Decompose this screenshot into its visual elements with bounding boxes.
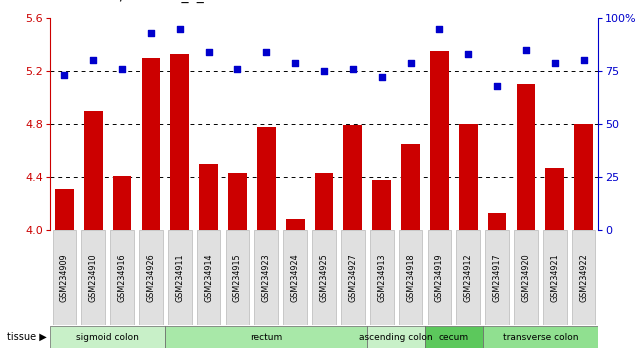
Text: GSM234921: GSM234921 bbox=[550, 253, 559, 302]
Text: GSM234920: GSM234920 bbox=[521, 253, 530, 302]
FancyBboxPatch shape bbox=[399, 230, 422, 325]
FancyBboxPatch shape bbox=[367, 326, 425, 348]
FancyBboxPatch shape bbox=[514, 230, 538, 325]
Point bbox=[203, 49, 213, 55]
Text: GSM234926: GSM234926 bbox=[146, 253, 156, 302]
Bar bbox=[488, 213, 506, 230]
Text: GSM234923: GSM234923 bbox=[262, 253, 271, 302]
Point bbox=[376, 75, 387, 80]
Point bbox=[319, 68, 329, 74]
Bar bbox=[315, 173, 333, 230]
Point bbox=[88, 58, 98, 63]
Point bbox=[174, 26, 185, 32]
Point bbox=[549, 60, 560, 65]
Bar bbox=[286, 219, 304, 230]
Point bbox=[405, 60, 415, 65]
FancyBboxPatch shape bbox=[312, 230, 336, 325]
FancyBboxPatch shape bbox=[572, 230, 595, 325]
FancyBboxPatch shape bbox=[53, 230, 76, 325]
Text: ascending colon: ascending colon bbox=[360, 332, 433, 342]
Bar bbox=[171, 54, 189, 230]
FancyBboxPatch shape bbox=[425, 326, 483, 348]
Bar bbox=[517, 84, 535, 230]
Bar bbox=[84, 111, 103, 230]
Point bbox=[492, 83, 502, 88]
FancyBboxPatch shape bbox=[50, 326, 165, 348]
FancyBboxPatch shape bbox=[283, 230, 307, 325]
FancyBboxPatch shape bbox=[428, 230, 451, 325]
Text: GSM234912: GSM234912 bbox=[463, 253, 472, 302]
Point bbox=[463, 51, 473, 57]
FancyBboxPatch shape bbox=[197, 230, 221, 325]
Bar bbox=[430, 51, 449, 230]
Text: GSM234918: GSM234918 bbox=[406, 253, 415, 302]
Point bbox=[146, 30, 156, 36]
Text: tissue ▶: tissue ▶ bbox=[7, 332, 47, 342]
Bar bbox=[55, 189, 74, 230]
Bar bbox=[228, 173, 247, 230]
Bar bbox=[199, 164, 218, 230]
Bar bbox=[372, 179, 391, 230]
Bar bbox=[257, 127, 276, 230]
FancyBboxPatch shape bbox=[456, 230, 480, 325]
Text: transverse colon: transverse colon bbox=[503, 332, 578, 342]
Bar bbox=[142, 58, 160, 230]
Text: GSM234925: GSM234925 bbox=[319, 253, 328, 302]
FancyBboxPatch shape bbox=[168, 230, 192, 325]
Point bbox=[117, 66, 127, 72]
FancyBboxPatch shape bbox=[341, 230, 365, 325]
FancyBboxPatch shape bbox=[370, 230, 394, 325]
Text: GSM234922: GSM234922 bbox=[579, 253, 588, 302]
Text: GSM234927: GSM234927 bbox=[348, 253, 357, 302]
Text: rectum: rectum bbox=[250, 332, 283, 342]
Text: GSM234916: GSM234916 bbox=[117, 253, 127, 302]
Point bbox=[520, 47, 531, 53]
Text: sigmoid colon: sigmoid colon bbox=[76, 332, 139, 342]
Point bbox=[434, 26, 444, 32]
Text: GSM234913: GSM234913 bbox=[377, 253, 386, 302]
Point bbox=[290, 60, 300, 65]
Bar bbox=[113, 176, 131, 230]
Point bbox=[232, 66, 242, 72]
FancyBboxPatch shape bbox=[165, 326, 367, 348]
Text: cecum: cecum bbox=[438, 332, 469, 342]
Point bbox=[60, 73, 70, 78]
Text: GSM234914: GSM234914 bbox=[204, 253, 213, 302]
FancyBboxPatch shape bbox=[485, 230, 509, 325]
FancyBboxPatch shape bbox=[226, 230, 249, 325]
FancyBboxPatch shape bbox=[139, 230, 163, 325]
Text: GSM234911: GSM234911 bbox=[175, 253, 185, 302]
Text: GSM234919: GSM234919 bbox=[435, 253, 444, 302]
Text: GSM234917: GSM234917 bbox=[492, 253, 501, 302]
Text: GSM234909: GSM234909 bbox=[60, 253, 69, 302]
Point bbox=[347, 66, 358, 72]
FancyBboxPatch shape bbox=[483, 326, 598, 348]
Text: GSM234924: GSM234924 bbox=[290, 253, 299, 302]
Bar bbox=[459, 124, 478, 230]
FancyBboxPatch shape bbox=[110, 230, 134, 325]
Point bbox=[261, 49, 271, 55]
FancyBboxPatch shape bbox=[254, 230, 278, 325]
Text: GSM234915: GSM234915 bbox=[233, 253, 242, 302]
Point bbox=[578, 58, 588, 63]
Text: GDS3141 / 243943_x_at: GDS3141 / 243943_x_at bbox=[50, 0, 218, 4]
Bar bbox=[401, 144, 420, 230]
Text: GSM234910: GSM234910 bbox=[88, 253, 98, 302]
FancyBboxPatch shape bbox=[543, 230, 567, 325]
Bar bbox=[574, 124, 593, 230]
FancyBboxPatch shape bbox=[81, 230, 105, 325]
Bar bbox=[344, 125, 362, 230]
Bar bbox=[545, 168, 564, 230]
